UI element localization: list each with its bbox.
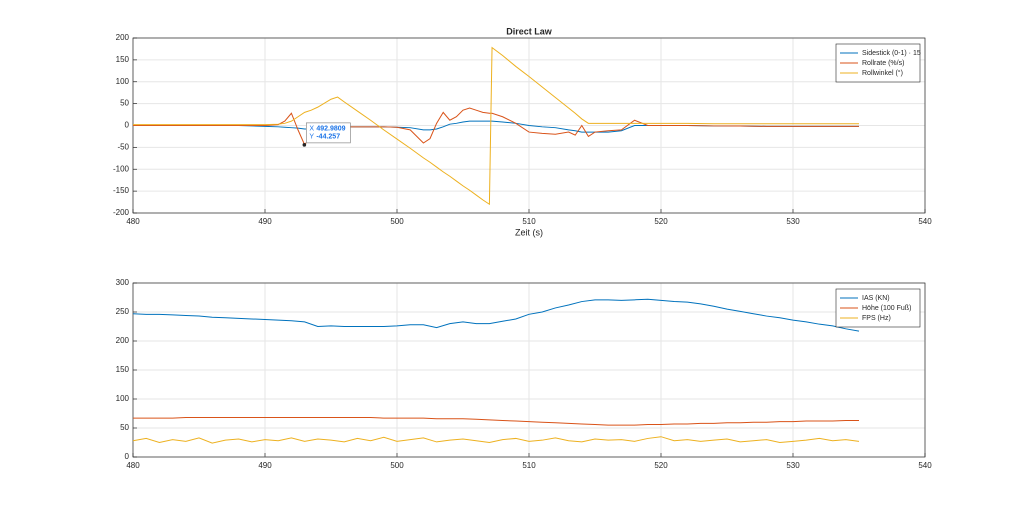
x-tick-label: 500	[390, 217, 404, 226]
y-tick-label: -50	[117, 142, 129, 151]
y-tick-label: 100	[116, 77, 130, 86]
y-tick-label: 0	[125, 452, 130, 461]
x-tick-label: 520	[654, 217, 668, 226]
x-tick-label: 480	[126, 461, 140, 470]
y-tick-label: 100	[116, 394, 130, 403]
datatip-y-label: Y	[309, 134, 314, 141]
legend-label: IAS (KN)	[862, 295, 890, 302]
series-line	[133, 107, 859, 146]
y-tick-label: 200	[116, 33, 130, 42]
x-tick-label: 540	[918, 217, 932, 226]
x-tick-label: 510	[522, 217, 536, 226]
datatip-marker	[302, 143, 307, 147]
x-tick-label: 510	[522, 461, 536, 470]
y-tick-label: 150	[116, 55, 130, 64]
series-line	[133, 46, 859, 206]
legend-label: Rollrate (%/s)	[862, 60, 904, 67]
axes: 480 490 500 510 520 530 540 -200 -150 -100 -50 0 50 1…	[113, 26, 932, 237]
datatip-y-value: -44.257	[316, 134, 340, 141]
axes: 480 490 500 510 520 530 540 0 50 100 150 200 250 300 I…	[116, 278, 933, 470]
series-line	[133, 417, 859, 426]
axes-box	[132, 282, 926, 458]
x-axis-label: Zeit (s)	[515, 227, 543, 237]
datatip-x-value: 492.9809	[316, 126, 345, 133]
y-tick-label: 50	[120, 423, 129, 432]
y-tick-label: -100	[113, 164, 130, 173]
legend-label: Rollwinkel (°)	[862, 69, 903, 77]
y-tick-label: 50	[120, 99, 129, 108]
datatip-box	[305, 122, 351, 144]
y-tick-label: 300	[116, 278, 130, 287]
y-tick-label: 150	[116, 365, 130, 374]
x-tick-label: 540	[918, 461, 932, 470]
y-tick-label: 0	[125, 121, 130, 130]
x-tick-label: 500	[390, 461, 404, 470]
series-line	[133, 120, 859, 133]
y-tick-label: 200	[116, 336, 130, 345]
series-line	[132, 436, 860, 444]
chart-title: Direct Law	[506, 26, 553, 36]
y-tick-label: -150	[113, 186, 130, 195]
series-line	[132, 298, 860, 332]
y-tick-label: 250	[116, 307, 130, 316]
x-tick-label: 530	[786, 217, 800, 226]
x-tick-label: 480	[126, 217, 140, 226]
legend-label: FPS (Hz)	[862, 315, 891, 322]
datatip-x-label: X	[309, 126, 314, 133]
y-tick-label: -200	[113, 208, 130, 217]
x-tick-label: 520	[654, 461, 668, 470]
legend-label: Höhe (100 Fuß)	[862, 305, 911, 312]
x-tick-label: 530	[786, 461, 800, 470]
x-tick-label: 490	[258, 461, 272, 470]
legend-label: Sidestick (0-1) · 15	[862, 50, 921, 57]
x-tick-label: 490	[258, 217, 272, 226]
